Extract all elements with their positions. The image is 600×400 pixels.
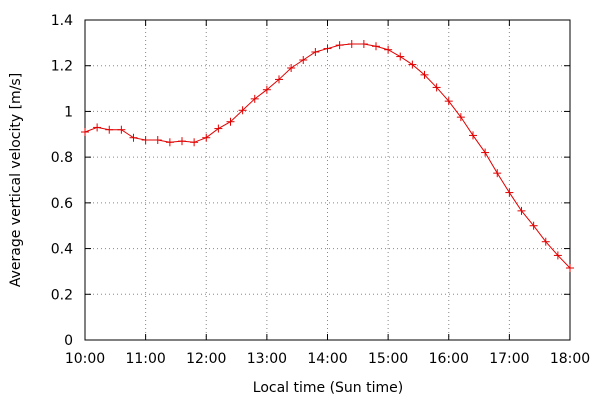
y-tick-label: 1.4 [51, 13, 73, 29]
data-point [129, 133, 138, 142]
data-point [469, 131, 477, 140]
data-point [165, 138, 174, 147]
data-point [287, 64, 296, 72]
data-point [517, 206, 526, 215]
data-point [214, 124, 223, 133]
data-point [178, 137, 186, 146]
x-tick-label: 15:00 [368, 351, 408, 367]
data-point [238, 106, 247, 115]
y-tick-label: 0.4 [51, 242, 73, 258]
y-tick-labels: 0 0.2 0.4 0.6 0.8 1 1.2 1.4 [51, 13, 73, 349]
y-tick-label: 0.2 [51, 287, 73, 303]
data-point [566, 264, 574, 272]
x-tick-label: 16:00 [429, 351, 469, 367]
data-point [323, 44, 332, 53]
data-point [275, 75, 283, 84]
y-axis-label: Average vertical velocity [m/s] [8, 73, 24, 287]
data-point [105, 125, 114, 134]
x-tick-label: 13:00 [247, 351, 287, 367]
data-point [250, 94, 259, 103]
x-tick-label: 12:00 [186, 351, 226, 367]
x-tick-label: 17:00 [489, 351, 529, 367]
data-point [505, 188, 514, 197]
data-point [347, 40, 356, 48]
y-tick-label: 1.2 [51, 59, 73, 75]
data-point [541, 237, 550, 246]
x-tick-labels: 10:00 11:00 12:00 13:00 14:00 15:00 16:00 17:00… [65, 351, 590, 367]
data-point [553, 251, 562, 260]
data-point [359, 40, 368, 48]
data-point [444, 97, 453, 106]
data-point [420, 70, 429, 79]
data-point [335, 41, 344, 50]
data-point [311, 48, 320, 56]
data-point [529, 221, 538, 230]
data-point [493, 169, 502, 178]
data-point [141, 136, 150, 144]
data-point [456, 113, 465, 122]
data-point [481, 148, 490, 157]
x-tick-label: 11:00 [125, 351, 165, 367]
x-tick-label: 18:00 [550, 351, 590, 367]
data-point [117, 125, 126, 134]
y-tick-label: 0.8 [51, 150, 73, 166]
data-point [396, 52, 405, 61]
data-point [153, 136, 162, 144]
data-point [372, 42, 380, 51]
data-point [93, 123, 102, 132]
series-layer [81, 40, 574, 272]
axis-ticks [84, 19, 571, 341]
data-point [190, 138, 199, 147]
x-axis-label: Local time (Sun time) [253, 380, 403, 396]
data-point [408, 60, 417, 69]
data-point [81, 128, 89, 136]
y-tick-label: 0.6 [51, 196, 73, 212]
y-tick-label: 1 [64, 104, 73, 120]
x-tick-label: 14:00 [307, 351, 347, 367]
x-tick-label: 10:00 [65, 351, 105, 367]
data-point [299, 56, 308, 64]
data-point [202, 133, 211, 142]
y-tick-label: 0 [64, 333, 73, 349]
data-point [432, 83, 441, 92]
data-point [384, 45, 393, 54]
data-point [226, 117, 235, 126]
grid-lines [85, 20, 570, 340]
data-point [262, 85, 271, 94]
